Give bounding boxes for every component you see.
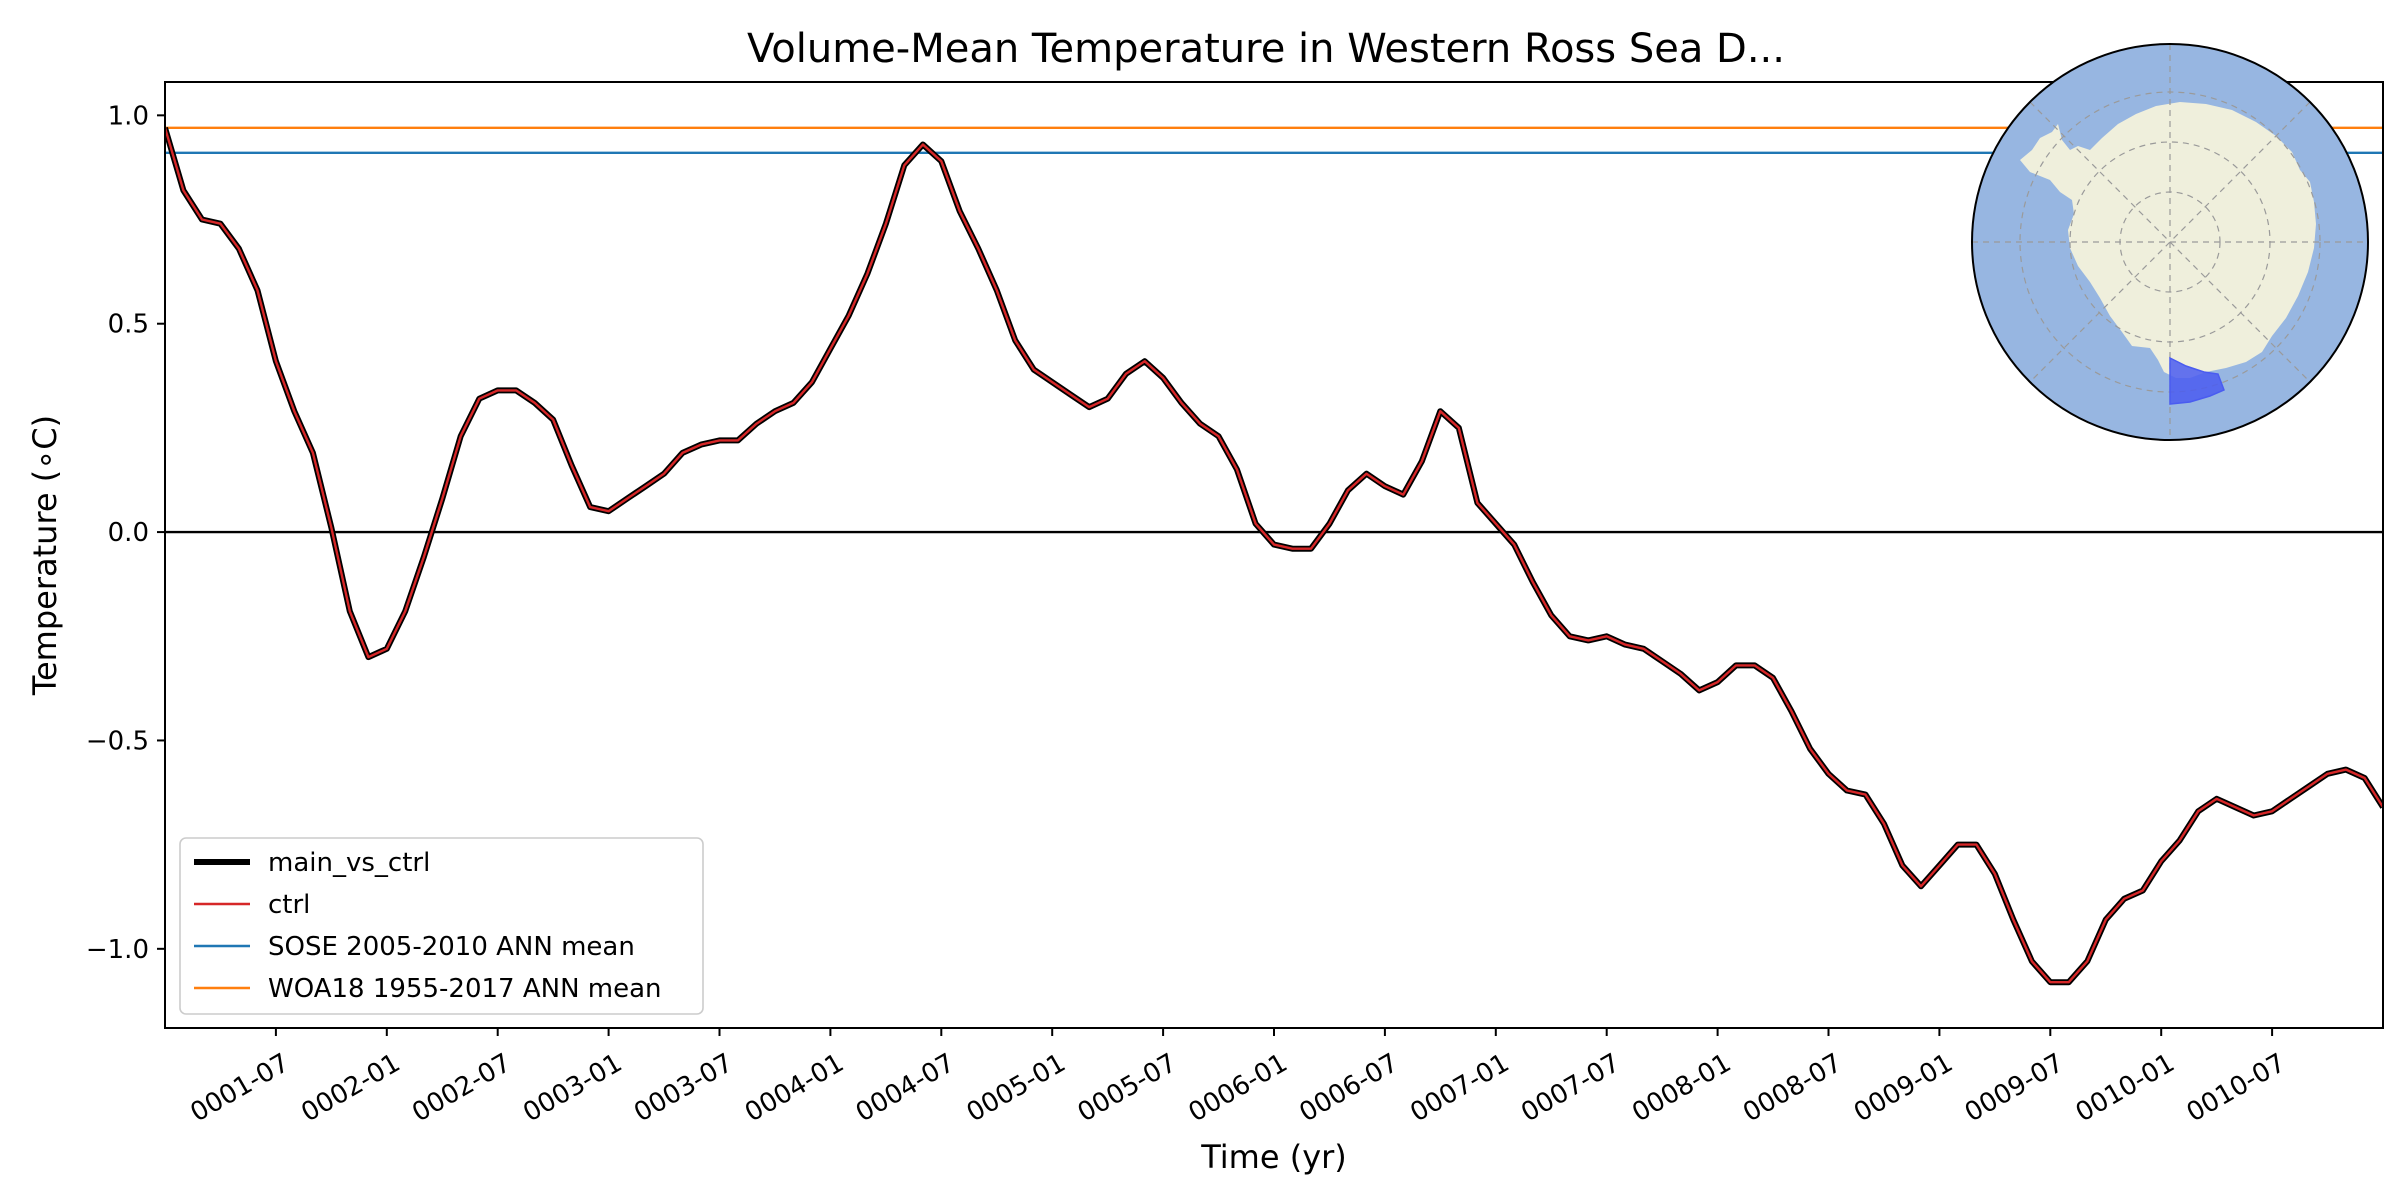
chart-title: Volume-Mean Temperature in Western Ross … [747, 26, 1785, 72]
inset-map [1971, 43, 2369, 441]
legend-label: main_vs_ctrl [268, 848, 430, 878]
legend-frame [179, 837, 704, 1015]
series-line-ctrl [165, 127, 2383, 984]
legend-label: ctrl [268, 890, 310, 920]
y-tick-label: 0.0 [108, 518, 149, 548]
legend-label: WOA18 1955-2017 ANN mean [268, 974, 662, 1004]
y-axis-label: Temperature (∘C) [26, 415, 64, 696]
map-boundary [1971, 43, 2369, 441]
antarctica-landmass [2020, 102, 2316, 378]
y-tick-label: 0.5 [108, 310, 149, 340]
legend-label: SOSE 2005-2010 ANN mean [268, 932, 635, 962]
y-tick-label: −1.0 [86, 935, 149, 965]
x-axis-label: Time (yr) [1200, 1138, 1347, 1176]
y-axis: 1.0 0.5 0.0 −0.5 −1.0 [86, 101, 165, 965]
western-ross-sea-region [2169, 356, 2225, 405]
y-tick-label: −0.5 [86, 726, 149, 756]
y-tick-label: 1.0 [108, 101, 149, 131]
plot-area [164, 81, 2384, 1029]
